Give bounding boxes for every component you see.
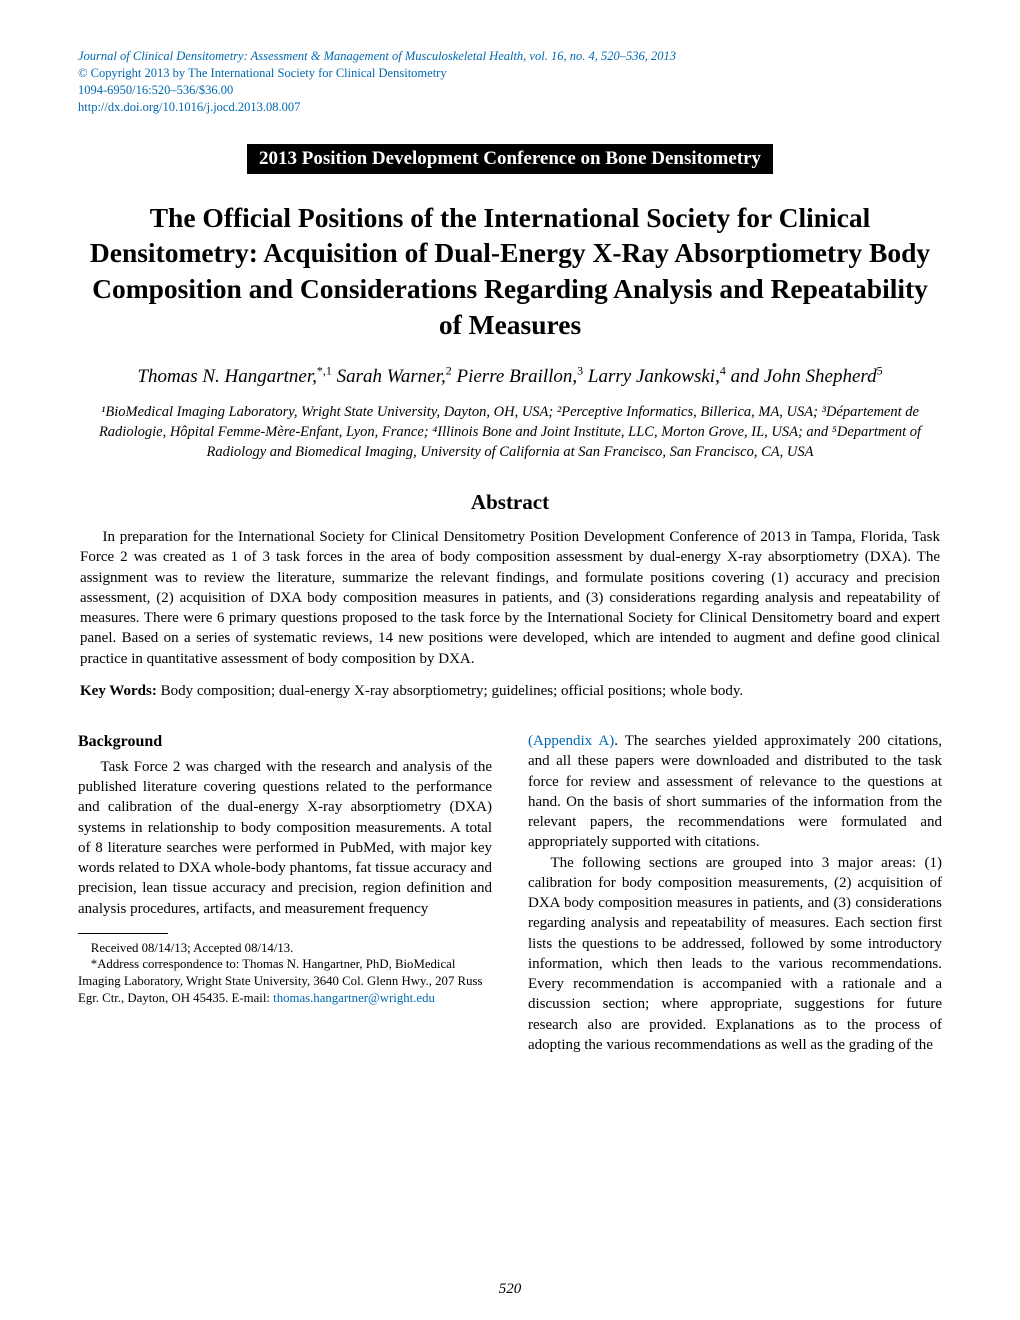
author: Thomas N. Hangartner,*,1 (137, 366, 331, 387)
author-sup: 2 (446, 364, 452, 378)
issn-price-line: 1094-6950/16:520–536/$36.00 (78, 82, 942, 99)
doi-link[interactable]: http://dx.doi.org/10.1016/j.jocd.2013.08… (78, 99, 942, 116)
correspondence-email[interactable]: thomas.hangartner@wright.edu (273, 991, 435, 1005)
conference-banner-wrap: 2013 Position Development Conference on … (78, 144, 942, 174)
page-number: 520 (0, 1281, 1020, 1298)
author-sup: 5 (877, 364, 883, 378)
author-sup: *,1 (317, 364, 332, 378)
author: Sarah Warner,2 (337, 366, 452, 387)
body-columns: Background Task Force 2 was charged with… (78, 731, 942, 1055)
abstract-body: In preparation for the International Soc… (80, 527, 940, 669)
abstract-heading: Abstract (78, 490, 942, 515)
background-paragraph: Task Force 2 was charged with the resear… (78, 757, 492, 919)
author-name: Thomas N. Hangartner, (137, 366, 316, 387)
conference-banner: 2013 Position Development Conference on … (247, 144, 773, 174)
authors-block: Thomas N. Hangartner,*,1 Sarah Warner,2 … (78, 363, 942, 390)
keywords: Key Words: Body composition; dual-energy… (80, 681, 940, 701)
author: Pierre Braillon,3 (456, 366, 583, 387)
section-heading-background: Background (78, 731, 492, 753)
footnote-rule (78, 933, 168, 934)
article-title: The Official Positions of the Internatio… (88, 200, 932, 343)
author-sup: 3 (577, 364, 583, 378)
author-name: Pierre Braillon, (456, 366, 577, 387)
left-column: Background Task Force 2 was charged with… (78, 731, 492, 1055)
author: and John Shepherd5 (731, 366, 883, 387)
appendix-link[interactable]: (Appendix A) (528, 733, 614, 749)
copyright-line: © Copyright 2013 by The International So… (78, 65, 942, 82)
keywords-label: Key Words: (80, 683, 157, 699)
correspondence: *Address correspondence to: Thomas N. Ha… (78, 956, 492, 1006)
author-name: Larry Jankowski, (588, 366, 720, 387)
author: Larry Jankowski,4 (588, 366, 726, 387)
journal-header: Journal of Clinical Densitometry: Assess… (78, 48, 942, 116)
right-p1: (Appendix A). The searches yielded appro… (528, 731, 942, 853)
keywords-text: Body composition; dual-energy X-ray abso… (157, 683, 743, 699)
right-column: (Appendix A). The searches yielded appro… (528, 731, 942, 1055)
author-name: and John Shepherd (731, 366, 877, 387)
journal-title-line: Journal of Clinical Densitometry: Assess… (78, 48, 942, 65)
footnotes: Received 08/14/13; Accepted 08/14/13. *A… (78, 940, 492, 1007)
right-p2: The following sections are grouped into … (528, 853, 942, 1056)
right-p1-rest: . The searches yielded approximately 200… (528, 733, 942, 850)
author-name: Sarah Warner, (337, 366, 446, 387)
affiliations: ¹BioMedical Imaging Laboratory, Wright S… (98, 403, 922, 462)
received-accepted: Received 08/14/13; Accepted 08/14/13. (78, 940, 492, 957)
author-sup: 4 (720, 364, 726, 378)
